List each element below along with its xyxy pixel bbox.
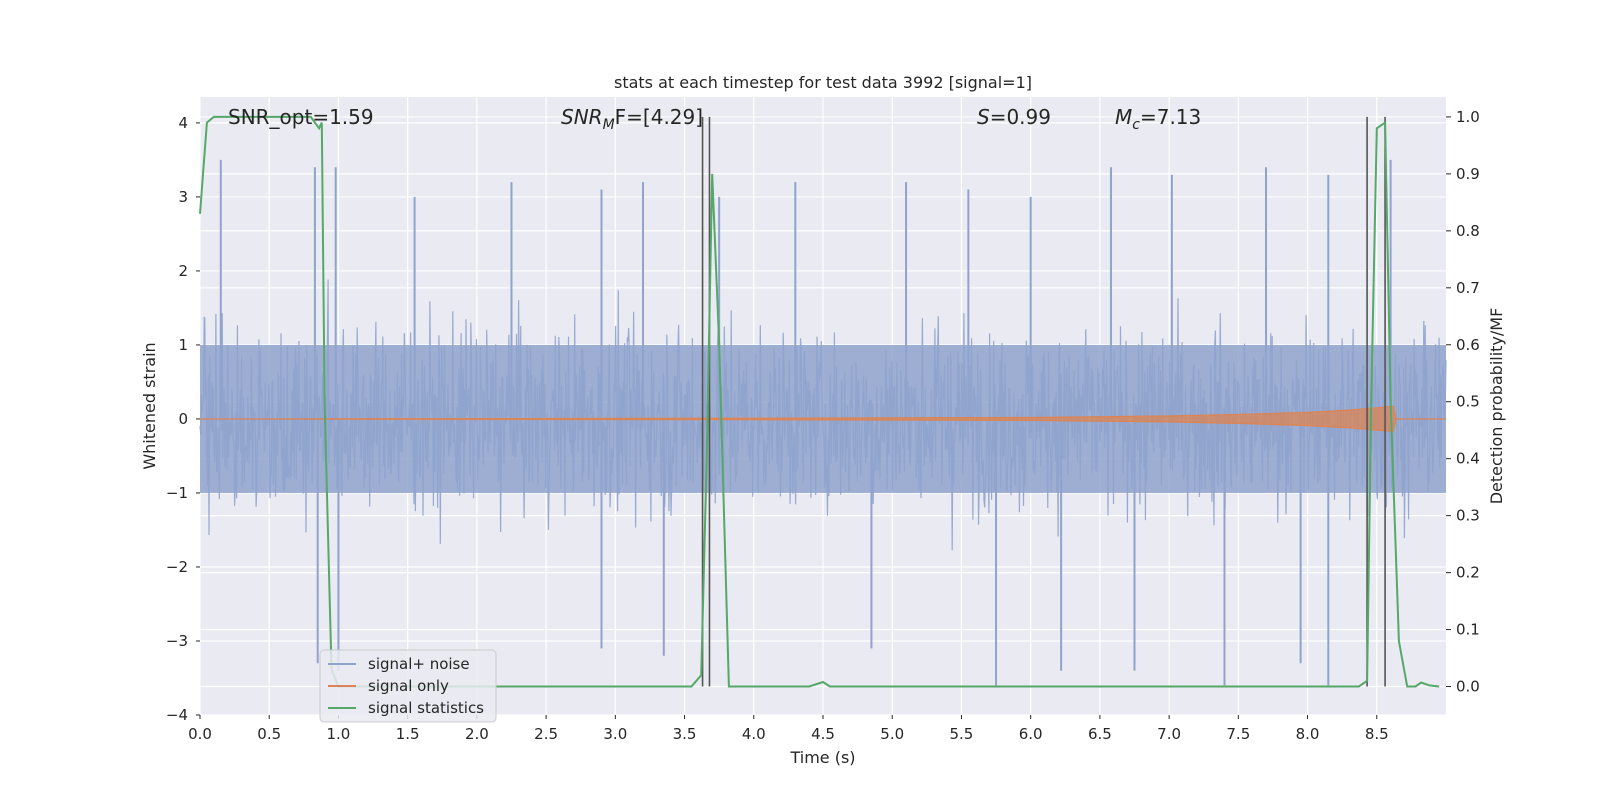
x-tick-label: 8.0 xyxy=(1296,725,1320,743)
x-tick-label: 6.0 xyxy=(1019,725,1043,743)
annotation-snr-mf-sub: M xyxy=(603,117,615,133)
x-tick-label: 7.0 xyxy=(1157,725,1181,743)
annotation-snr-mf: SNRMF=[4.29] xyxy=(561,105,703,133)
x-axis-ticks: 0.0 0.5 1.0 1.5 2.0 2.5 3.0 3.5 4.0 4.5 5.0 5.5 6.0 6… xyxy=(188,715,1389,743)
x-tick-label: 8.5 xyxy=(1365,725,1389,743)
x-tick-label: 1.0 xyxy=(327,725,351,743)
right-y-tick-label: 0.9 xyxy=(1456,165,1480,183)
annotation-mc-main: M xyxy=(1115,105,1132,129)
left-y-tick-label: 3 xyxy=(178,188,188,206)
x-tick-label: 4.0 xyxy=(742,725,766,743)
left-y-tick-label: 4 xyxy=(178,114,188,132)
right-y-tick-label: 0.8 xyxy=(1456,222,1480,240)
right-y-axis-label: Detection probability/MF xyxy=(1487,308,1506,505)
left-y-tick-label: 2 xyxy=(178,262,188,280)
chart-title: stats at each timestep for test data 399… xyxy=(614,73,1032,92)
x-tick-label: 4.5 xyxy=(811,725,835,743)
signal-only-series xyxy=(199,405,1446,433)
legend-box xyxy=(319,649,497,723)
signal-statistics-line xyxy=(199,115,1440,688)
x-tick-label: 3.5 xyxy=(673,725,697,743)
left-y-tick-label: 0 xyxy=(178,410,188,428)
x-tick-label: 5.5 xyxy=(950,725,974,743)
right-y-tick-label: 0.2 xyxy=(1456,564,1480,582)
x-tick-label: 1.5 xyxy=(396,725,420,743)
x-tick-label: 2.0 xyxy=(465,725,489,743)
right-y-tick-label: 0.5 xyxy=(1456,393,1480,411)
right-y-axis-ticks: 1.0 0.9 0.8 0.7 0.6 0.5 0.4 0.3 0.2 0.1 0.0 xyxy=(1446,108,1480,696)
legend-label-noise: signal+ noise xyxy=(368,655,470,673)
right-y-tick-label: 0.7 xyxy=(1456,279,1480,297)
legend-label-statistics: signal statistics xyxy=(368,699,484,717)
x-axis-label: Time (s) xyxy=(789,748,855,767)
right-y-tick-label: 0.0 xyxy=(1456,678,1480,696)
annotation-snr-opt: SNR_opt=1.59 xyxy=(228,105,374,129)
left-y-tick-label: −3 xyxy=(166,632,188,650)
legend-label-signal: signal only xyxy=(368,677,449,695)
left-y-tick-label: −2 xyxy=(166,558,188,576)
x-tick-label: 5.0 xyxy=(880,725,904,743)
left-y-tick-label: 1 xyxy=(178,336,188,354)
noise-line xyxy=(199,279,1447,551)
annotation-snr-mf-main: SNR xyxy=(561,105,603,129)
legend: signal+ noise signal only signal statist… xyxy=(319,649,497,723)
annotation-s-rest: =0.99 xyxy=(990,105,1051,129)
right-y-tick-label: 0.1 xyxy=(1456,621,1480,639)
annotation-mc-rest: =7.13 xyxy=(1140,105,1201,129)
annotation-s: S=0.99 xyxy=(977,105,1051,129)
right-y-tick-label: 0.4 xyxy=(1456,450,1480,468)
x-tick-label: 0.0 xyxy=(188,725,212,743)
annotation-snr-mf-rest: F=[4.29] xyxy=(615,105,703,129)
annotation-mc-sub: c xyxy=(1132,117,1140,133)
x-tick-label: 7.5 xyxy=(1226,725,1250,743)
annotation-mc: Mc=7.13 xyxy=(1115,105,1201,133)
left-y-axis-label: Whitened strain xyxy=(140,342,159,469)
annotation-s-main: S xyxy=(977,105,990,129)
right-y-tick-label: 0.3 xyxy=(1456,507,1480,525)
signal-only-line xyxy=(199,405,1446,433)
right-y-tick-label: 0.6 xyxy=(1456,336,1480,354)
left-y-axis-ticks: 4 3 2 1 0 −1 −2 −3 −4 xyxy=(166,114,200,724)
right-y-tick-label: 1.0 xyxy=(1456,108,1480,126)
left-y-tick-label: −1 xyxy=(166,484,188,502)
left-y-tick-label: −4 xyxy=(166,706,188,724)
signal-statistics-series xyxy=(199,115,1440,688)
x-tick-label: 0.5 xyxy=(257,725,281,743)
x-tick-label: 3.0 xyxy=(603,725,627,743)
x-tick-label: 2.5 xyxy=(534,725,558,743)
x-tick-label: 6.5 xyxy=(1088,725,1112,743)
